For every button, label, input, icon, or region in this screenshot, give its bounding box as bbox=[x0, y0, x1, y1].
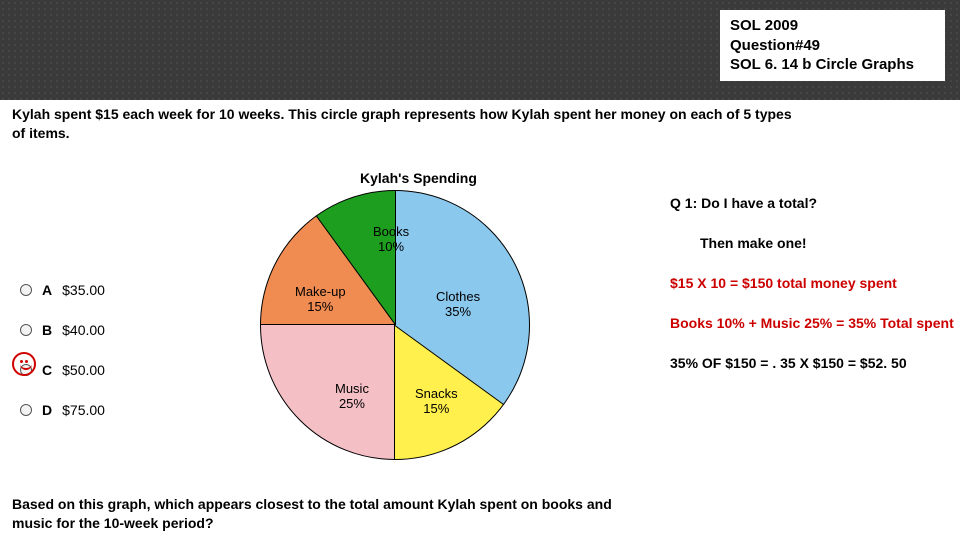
header-line1: SOL 2009 bbox=[730, 16, 935, 36]
radio-icon[interactable] bbox=[20, 324, 32, 336]
answer-list: A $35.00 B $40.00 C $50.00 D $75.00 bbox=[20, 270, 220, 430]
radio-icon[interactable] bbox=[20, 284, 32, 296]
radio-icon[interactable] bbox=[20, 404, 32, 416]
pie-slice-label: Snacks15% bbox=[415, 387, 458, 417]
answer-letter: D bbox=[42, 402, 52, 418]
question-intro: Kylah spent $15 each week for 10 weeks. … bbox=[12, 105, 792, 143]
pie-slice-label: Clothes35% bbox=[436, 290, 480, 320]
pie-chart: Clothes35% Snacks15% Music25% Make-up15% Boo… bbox=[260, 190, 530, 460]
pie-slice-label: Music25% bbox=[335, 382, 369, 412]
chart-title: Kylah's Spending bbox=[360, 170, 477, 186]
header-bar: SOL 2009 Question#49 SOL 6. 14 b Circle … bbox=[0, 0, 960, 100]
smiley-icon bbox=[12, 352, 36, 376]
title-card: SOL 2009 Question#49 SOL 6. 14 b Circle … bbox=[720, 10, 945, 81]
note-calc2: Books 10% + Music 25% = 35% Total spent bbox=[670, 315, 960, 331]
bottom-question: Based on this graph, which appears close… bbox=[12, 495, 652, 533]
note-calc1: $15 X 10 = $150 total money spent bbox=[670, 275, 960, 291]
answer-value: $40.00 bbox=[62, 322, 105, 338]
note-q1: Q 1: Do I have a total? bbox=[670, 195, 960, 211]
answer-d[interactable]: D $75.00 bbox=[20, 390, 220, 430]
note-then: Then make one! bbox=[670, 235, 960, 251]
answer-value: $35.00 bbox=[62, 282, 105, 298]
header-line2: Question#49 bbox=[730, 36, 935, 56]
answer-letter: A bbox=[42, 282, 52, 298]
answer-letter: C bbox=[42, 362, 52, 378]
pie-slice-label: Make-up15% bbox=[295, 285, 346, 315]
pie-slice-label: Books10% bbox=[373, 225, 409, 255]
answer-b[interactable]: B $40.00 bbox=[20, 310, 220, 350]
note-calc3: 35% OF $150 = . 35 X $150 = $52. 50 bbox=[670, 355, 960, 371]
pie-divider bbox=[394, 325, 395, 460]
answer-value: $75.00 bbox=[62, 402, 105, 418]
side-notes: Q 1: Do I have a total? Then make one! $… bbox=[670, 195, 960, 395]
header-line3: SOL 6. 14 b Circle Graphs bbox=[730, 55, 935, 75]
answer-a[interactable]: A $35.00 bbox=[20, 270, 220, 310]
answer-letter: B bbox=[42, 322, 52, 338]
answer-c[interactable]: C $50.00 bbox=[20, 350, 220, 390]
answer-value: $50.00 bbox=[62, 362, 105, 378]
pie-divider bbox=[260, 324, 395, 325]
pie-divider bbox=[395, 190, 396, 325]
